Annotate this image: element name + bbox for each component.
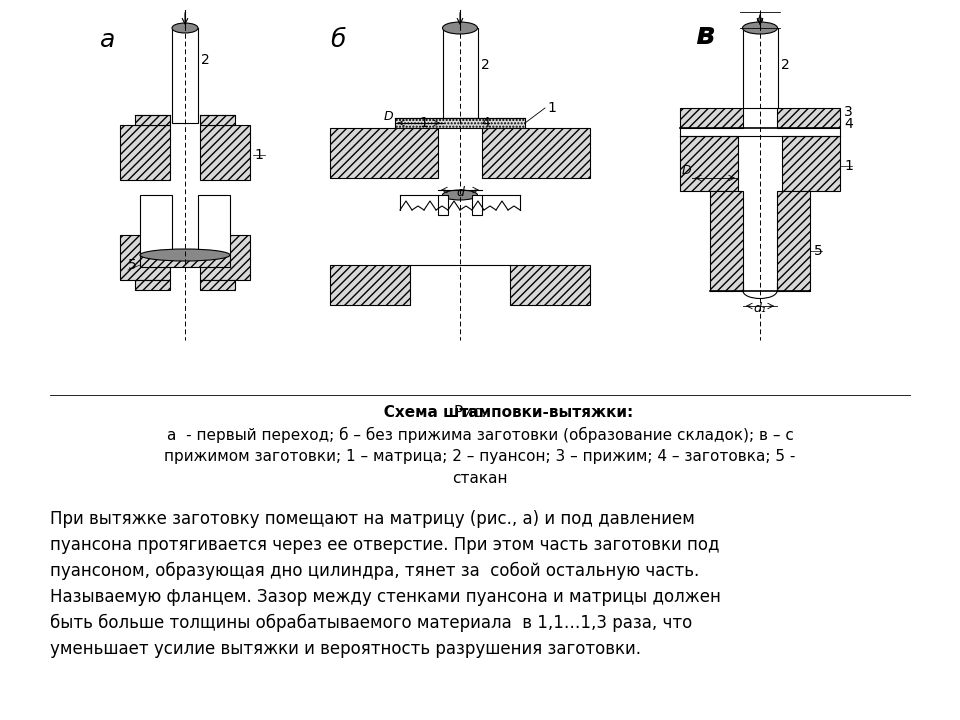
Bar: [443, 28, 478, 118]
Bar: [200, 235, 250, 280]
Bar: [510, 265, 590, 305]
Bar: [140, 255, 230, 267]
Bar: [438, 195, 448, 215]
Text: пуансона протягивается через ее отверстие. При этом часть заготовки под: пуансона протягивается через ее отверсти…: [50, 536, 719, 554]
Bar: [172, 28, 198, 123]
Text: 4: 4: [844, 117, 852, 131]
Bar: [777, 108, 840, 128]
Text: 2: 2: [481, 58, 490, 72]
Bar: [472, 195, 482, 215]
Text: Схема штамповки-вытяжки:: Схема штамповки-вытяжки:: [326, 405, 634, 420]
Text: быть больше толщины обрабатываемого материала  в 1,1…1,3 раза, что: быть больше толщины обрабатываемого мате…: [50, 614, 692, 632]
Text: 1: 1: [844, 159, 852, 173]
Text: 4: 4: [481, 116, 490, 130]
Bar: [777, 191, 810, 291]
Bar: [200, 115, 235, 125]
Text: D: D: [682, 164, 691, 178]
Bar: [120, 125, 170, 180]
Text: 1: 1: [254, 148, 263, 162]
Ellipse shape: [172, 23, 198, 33]
Bar: [330, 265, 410, 305]
Text: d₁: d₁: [754, 302, 766, 315]
Bar: [680, 108, 743, 128]
Text: а: а: [100, 28, 115, 52]
Bar: [680, 136, 738, 191]
Text: При вытяжке заготовку помещают на матрицу (рис., а) и под давлением: При вытяжке заготовку помещают на матриц…: [50, 510, 695, 528]
Text: Рис.: Рис.: [454, 405, 506, 420]
Ellipse shape: [443, 190, 477, 200]
Text: Называемую фланцем. Зазор между стенками пуансона и матрицы должен: Называемую фланцем. Зазор между стенками…: [50, 588, 721, 606]
Text: 1: 1: [420, 116, 428, 130]
Bar: [743, 28, 778, 108]
Text: уменьшает усилие вытяжки и вероятность разрушения заготовки.: уменьшает усилие вытяжки и вероятность р…: [50, 640, 641, 658]
Ellipse shape: [443, 22, 477, 34]
Text: d: d: [456, 186, 464, 199]
Bar: [120, 235, 170, 280]
Text: 3: 3: [844, 105, 852, 119]
Text: 2: 2: [781, 58, 790, 72]
Text: а  - первый переход; б – без прижима заготовки (образование складок); в – с: а - первый переход; б – без прижима заго…: [167, 427, 793, 443]
Bar: [135, 115, 170, 125]
Text: D: D: [383, 109, 393, 122]
Text: 2: 2: [201, 53, 209, 67]
Text: 5: 5: [814, 244, 823, 258]
Bar: [782, 136, 840, 191]
Text: 1: 1: [547, 101, 556, 115]
Ellipse shape: [140, 249, 230, 261]
Bar: [198, 195, 230, 255]
Bar: [200, 125, 250, 180]
Bar: [200, 280, 235, 290]
Bar: [330, 128, 438, 178]
Bar: [710, 191, 743, 291]
Bar: [482, 128, 590, 178]
Text: б: б: [330, 28, 346, 52]
Bar: [135, 280, 170, 290]
Text: стакан: стакан: [452, 471, 508, 486]
Ellipse shape: [742, 22, 778, 34]
Text: в: в: [695, 20, 714, 50]
Text: 5: 5: [129, 258, 137, 272]
Text: прижимом заготовки; 1 – матрица; 2 – пуансон; 3 – прижим; 4 – заготовка; 5 -: прижимом заготовки; 1 – матрица; 2 – пуа…: [164, 449, 796, 464]
Bar: [395, 118, 525, 128]
Bar: [140, 195, 172, 255]
Text: пуансоном, образующая дно цилиндра, тянет за  собой остальную часть.: пуансоном, образующая дно цилиндра, тяне…: [50, 562, 699, 580]
